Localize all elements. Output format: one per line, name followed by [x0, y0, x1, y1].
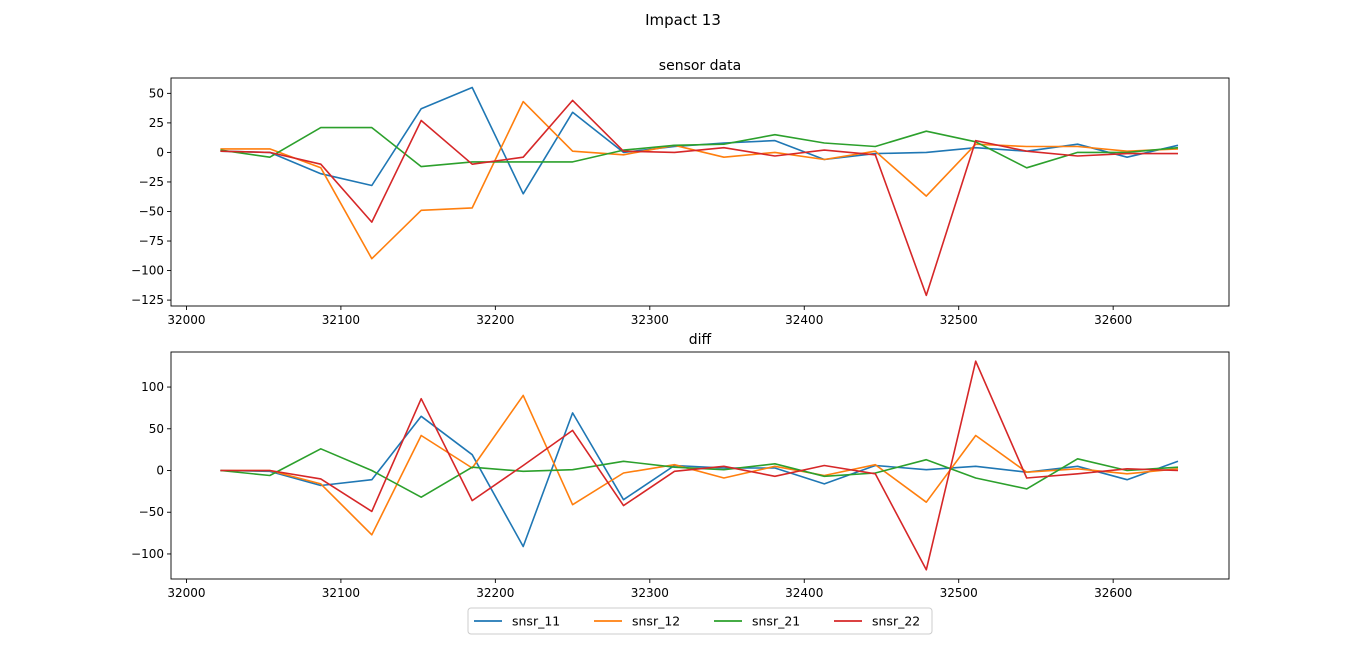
series-line-snsr_12 — [220, 100, 1179, 260]
x-tick-label: 32000 — [167, 313, 205, 327]
legend-box — [467, 607, 933, 635]
x-tick-label: 32400 — [785, 586, 823, 600]
x-tick-label: 32100 — [322, 313, 360, 327]
x-tick-label: 32200 — [476, 586, 514, 600]
y-tick-label: −75 — [139, 234, 164, 248]
x-tick-label: 32600 — [1094, 313, 1132, 327]
y-tick-label: −125 — [131, 293, 164, 307]
x-tick-label: 32500 — [940, 313, 978, 327]
y-tick-label: −50 — [139, 505, 164, 519]
series-line-snsr_11 — [220, 86, 1179, 195]
y-tick-label: −100 — [131, 547, 164, 561]
x-tick-label: 32400 — [785, 313, 823, 327]
series-line-snsr_21 — [220, 447, 1179, 499]
series-line-snsr_22 — [220, 360, 1179, 571]
y-tick-label: 25 — [149, 116, 164, 130]
x-tick-label: 32600 — [1094, 586, 1132, 600]
y-tick-label: 0 — [156, 464, 164, 478]
y-tick-label: 50 — [149, 422, 164, 436]
legend-label: snsr_22 — [872, 614, 920, 629]
x-tick-label: 32300 — [631, 313, 669, 327]
y-tick-label: 0 — [156, 145, 164, 159]
x-tick-label: 32300 — [631, 586, 669, 600]
series-line-snsr_11 — [220, 412, 1179, 548]
y-tick-label: 50 — [149, 86, 164, 100]
legend: snsr_11 snsr_12 snsr_21 snsr_22 — [467, 607, 933, 635]
subplot-title: sensor data — [659, 58, 741, 74]
x-tick-label: 32100 — [322, 586, 360, 600]
y-tick-label: 100 — [141, 380, 164, 394]
series-line-snsr_22 — [220, 99, 1178, 297]
plot-frame — [170, 351, 1230, 580]
y-tick-label: −50 — [139, 204, 164, 218]
subplot-title: diff — [689, 332, 712, 348]
legend-label: snsr_11 — [512, 614, 560, 629]
y-tick-label: −25 — [139, 175, 164, 189]
legend-label: snsr_21 — [752, 614, 800, 629]
series-line-snsr_12 — [220, 394, 1179, 536]
series-line-snsr_21 — [220, 126, 1179, 169]
legend-label: snsr_12 — [632, 614, 680, 629]
plot-frame — [170, 77, 1230, 307]
y-tick-label: −100 — [131, 264, 164, 278]
subplots: sensor data 32000 32100 32200 32300 32400 3250… — [131, 58, 1230, 600]
subplot-1: sensor data 32000 32100 32200 32300 32400 3250… — [131, 58, 1230, 327]
x-tick-label: 32200 — [476, 313, 514, 327]
figure-title: Impact 13 — [645, 11, 721, 29]
x-tick-label: 32000 — [167, 586, 205, 600]
subplot-2: diff 32000 32100 32200 32300 32400 32500 32600 −… — [131, 332, 1230, 600]
x-tick-label: 32500 — [940, 586, 978, 600]
